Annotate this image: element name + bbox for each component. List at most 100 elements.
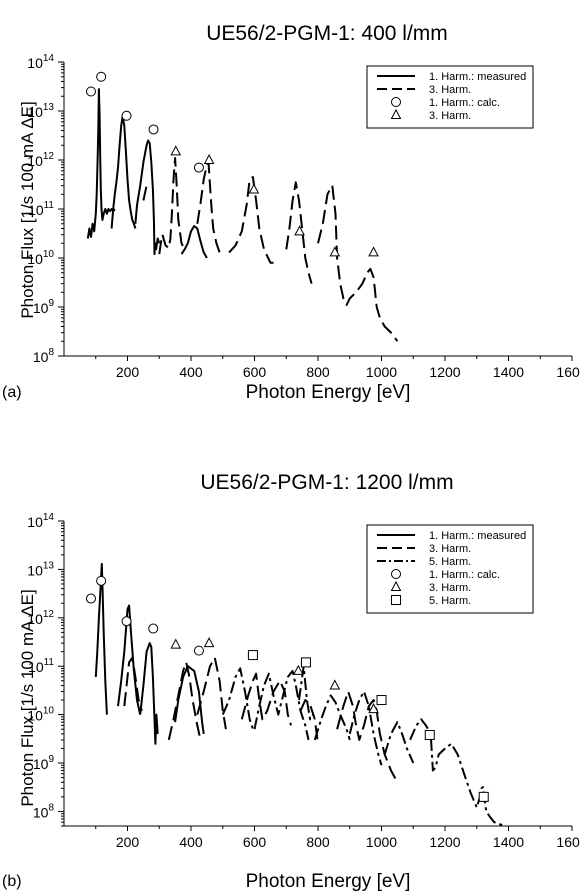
x-tick-label: 1400	[493, 364, 524, 380]
x-tick-label: 200	[116, 834, 140, 850]
legend-marker	[390, 580, 402, 591]
marker-square	[247, 650, 258, 661]
x-tick-label: 1600	[556, 364, 580, 380]
series-line-dash	[228, 176, 274, 264]
chart-title-a: UE56/2-PGM-1: 400 l/mm	[206, 22, 448, 45]
legend-marker	[391, 569, 401, 579]
marker-triangle	[170, 145, 182, 156]
legend-marker	[390, 108, 402, 119]
y-tick-label: 1010	[27, 249, 54, 267]
chart-title-b: UE56/2-PGM-1: 1200 l/mm	[200, 471, 453, 494]
legend-label: 3. Harm.	[429, 582, 471, 594]
x-axis-label-a: Photon Energy [eV]	[246, 382, 411, 403]
marker-triangle	[368, 246, 379, 257]
x-tick-label: 800	[306, 834, 330, 850]
series-line-dashdot	[253, 669, 310, 741]
marker-circle	[85, 86, 96, 97]
x-tick-label: 1000	[366, 364, 397, 380]
marker-square	[300, 657, 311, 668]
x-tick-label: 600	[243, 834, 267, 850]
legend-label: 5. Harm.	[429, 556, 471, 568]
y-axis-label-b: Photon Flux [1/s 100 mA ΔE]	[18, 589, 37, 806]
y-tick-label: 108	[33, 802, 55, 820]
marker-triangle	[294, 225, 305, 236]
series-line-dashdot	[383, 721, 415, 764]
y-tick-label: 1013	[27, 560, 54, 578]
y-tick-label: 1012	[27, 151, 54, 169]
y-tick-label: 1011	[28, 200, 54, 218]
x-tick-label: 400	[179, 834, 203, 850]
series-line-solid	[117, 604, 142, 715]
marker-square	[376, 695, 387, 706]
series-line-solid	[86, 88, 116, 239]
x-tick-label: 1400	[493, 834, 524, 850]
x-tick-label: 800	[306, 364, 330, 380]
series-line-dash	[285, 181, 313, 284]
y-tick-label: 108	[33, 347, 55, 365]
marker-triangle	[329, 679, 341, 690]
series-line-dash	[196, 161, 224, 255]
marker-square	[478, 791, 489, 802]
legend-label: 3. Harm.	[429, 84, 471, 96]
legend-label: 1. Harm.: calc.	[429, 569, 500, 581]
legend-label: 1. Harm.: measured	[429, 71, 526, 83]
x-tick-label: 1600	[556, 834, 580, 850]
legend-label: 1. Harm.: calc.	[429, 97, 500, 109]
series-line-dash	[240, 672, 292, 726]
series-line-dash	[167, 661, 202, 741]
marker-circle	[148, 623, 159, 634]
y-tick-label: 109	[33, 754, 55, 772]
series-line-dash	[336, 690, 399, 783]
series-line-dashdot	[221, 667, 254, 730]
legend-label: 1. Harm.: measured	[429, 530, 526, 542]
y-tick-label: 1013	[27, 102, 54, 120]
marker-triangle	[368, 703, 379, 714]
series-line-dash	[317, 184, 399, 342]
panel-a: UE56/2-PGM-1: 400 l/mm (a) Photon Energy…	[2, 22, 580, 403]
marker-triangle	[170, 638, 182, 649]
series-line-solid	[134, 139, 161, 256]
legend-marker	[391, 97, 401, 107]
legend-label: 3. Harm.	[429, 543, 471, 555]
marker-triangle	[203, 153, 215, 164]
x-tick-label: 1200	[429, 834, 460, 850]
series-line-dashdot	[409, 718, 506, 827]
marker-triangle	[203, 637, 215, 648]
series-line-dash	[299, 699, 319, 744]
marker-square	[424, 729, 435, 740]
marker-circle	[193, 162, 204, 173]
x-axis-label-b: Photon Energy [eV]	[246, 871, 411, 892]
legend-label: 3. Harm.	[429, 110, 471, 122]
x-tick-label: 400	[179, 364, 203, 380]
y-tick-label: 1010	[27, 706, 54, 724]
marker-circle	[193, 645, 204, 656]
marker-circle	[121, 110, 132, 121]
series-line-solid	[139, 642, 159, 745]
panel-label-a: (a)	[2, 384, 22, 401]
series-line-solid	[94, 562, 108, 715]
y-tick-label: 1012	[27, 609, 54, 627]
series-line-dash	[196, 656, 227, 730]
y-tick-label: 1014	[27, 53, 54, 71]
series-line-dash	[142, 185, 148, 201]
series-line-dashdot	[313, 694, 351, 741]
marker-circle	[96, 575, 107, 586]
series-line-solid	[180, 225, 208, 259]
series-line-solid	[110, 114, 137, 229]
x-tick-label: 1200	[429, 364, 460, 380]
y-axis-label-a: Photon Flux [1/s 100 mA ΔE]	[18, 101, 37, 318]
marker-circle	[148, 124, 159, 135]
series-line-dash	[158, 157, 186, 255]
marker-circle	[85, 593, 96, 604]
marker-triangle	[248, 183, 260, 194]
y-tick-label: 1011	[28, 657, 54, 675]
marker-triangle	[292, 664, 304, 675]
x-tick-label: 600	[243, 364, 267, 380]
x-tick-label: 200	[116, 364, 140, 380]
legend-label: 5. Harm.	[429, 595, 471, 607]
marker-circle	[121, 616, 132, 627]
panel-label-b: (b)	[2, 873, 22, 890]
series-line-dashdot	[348, 690, 383, 766]
marker-circle	[96, 71, 107, 82]
